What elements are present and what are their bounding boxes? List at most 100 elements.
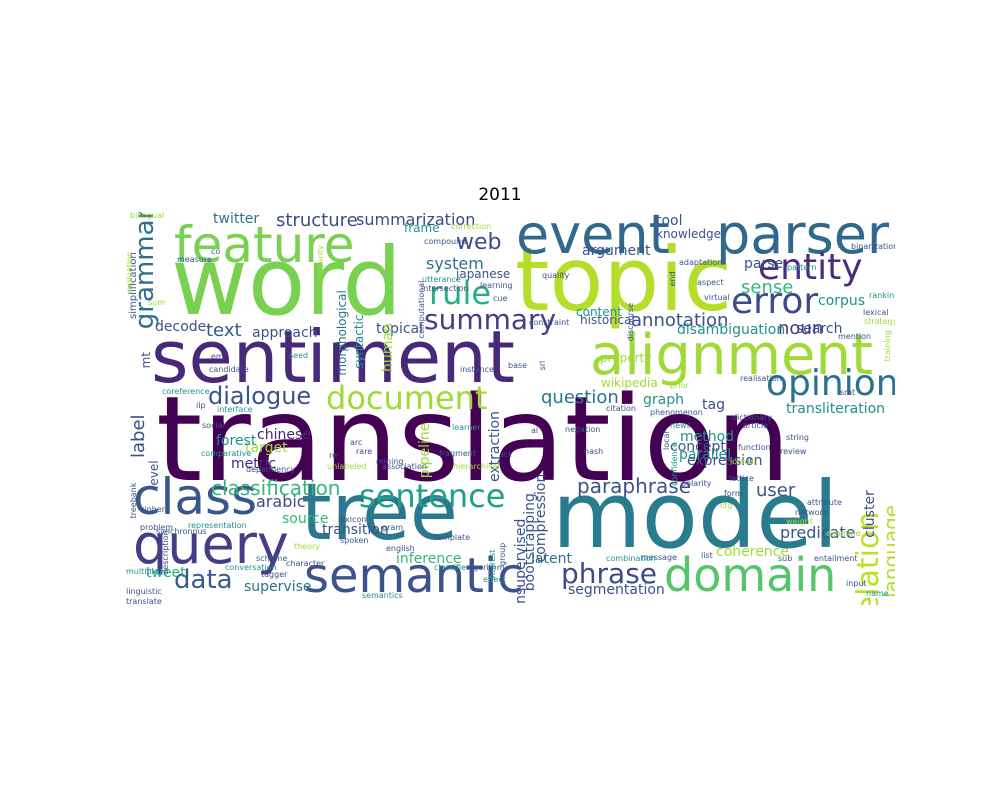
cloud-word-co: co xyxy=(211,247,221,256)
cloud-word-syntactic: syntactic xyxy=(352,314,366,369)
cloud-word-question: question xyxy=(541,387,619,408)
cloud-word-base: base xyxy=(508,361,528,370)
cloud-word-conversation: conversation xyxy=(225,563,277,572)
cloud-word-name: name xyxy=(866,589,889,598)
cloud-word-weight: weight xyxy=(786,517,813,526)
cloud-word-description: description xyxy=(161,530,170,575)
cloud-word-lexical: lexical xyxy=(863,308,889,317)
cloud-word-review: review xyxy=(780,447,807,456)
cloud-word-seed: seed xyxy=(289,351,309,360)
cloud-word-re: re xyxy=(329,451,338,460)
cloud-word-synchronous: synchronous xyxy=(156,527,207,536)
cloud-word-arc: arc xyxy=(350,438,363,447)
cloud-word-method: method xyxy=(680,429,735,445)
cloud-word-wikipedia: wikipedia xyxy=(601,376,658,390)
cloud-word-unsupervised: unsupervised xyxy=(513,518,529,605)
cloud-word-translation: translation xyxy=(156,370,791,508)
cloud-word-al: al xyxy=(531,426,539,435)
cloud-word-parser: parser xyxy=(716,212,890,266)
cloud-word-sentiment: sentiment xyxy=(151,315,515,399)
cloud-word-entity: entity xyxy=(758,247,863,288)
cloud-word-negation: negation xyxy=(565,425,601,434)
cloud-word-model: model xyxy=(552,462,839,569)
cloud-word-scheme: scheme xyxy=(256,554,288,563)
cloud-word-disambiguation: disambiguation xyxy=(677,322,786,338)
cloud-word-act: act xyxy=(499,450,512,459)
cloud-word-tag: tag xyxy=(702,397,725,413)
cloud-word-tagger: tagger xyxy=(261,570,288,579)
cloud-word-string: string xyxy=(786,433,809,442)
cloud-word-sense: sense xyxy=(741,277,794,298)
cloud-word-parallel: parallel xyxy=(679,447,732,463)
cloud-word-association: association xyxy=(382,462,427,471)
cloud-word-effect: effect xyxy=(483,575,506,584)
cloud-word-feature: feature xyxy=(174,216,355,274)
cloud-word-tool: tool xyxy=(656,213,683,229)
cloud-word-bilingual: bilingual xyxy=(130,212,165,220)
cloud-word-representation: representation xyxy=(188,521,247,530)
cloud-word-logical: logical xyxy=(730,457,756,466)
cloud-word-topical: topical xyxy=(376,321,423,337)
cloud-word-topic: topic xyxy=(515,228,733,331)
cloud-word-chinese: chinese xyxy=(257,427,311,443)
cloud-word-dependency: dependency xyxy=(246,465,296,474)
cloud-word-coreference: coreference xyxy=(162,387,210,396)
cloud-word-theory: theory xyxy=(294,542,321,551)
cloud-word-summary: summary xyxy=(424,303,557,336)
cloud-word-entailment: entailment xyxy=(814,554,858,563)
cloud-word-target: target xyxy=(245,440,288,456)
cloud-word-alignment: alignment xyxy=(590,323,873,388)
cloud-word-corpus: corpus xyxy=(818,293,866,309)
cloud-word-network: network xyxy=(795,508,828,517)
cloud-word-tweet: tweet xyxy=(146,565,186,581)
cloud-word-twitter: twitter xyxy=(213,212,260,227)
cloud-word-comparative: comparative xyxy=(201,449,252,458)
cloud-word-intersection: intersection xyxy=(421,284,469,293)
word-cloud: translation model word topic tree sentiment al… xyxy=(126,212,895,605)
cloud-word-forest: forest xyxy=(216,433,257,449)
cloud-word-group: group xyxy=(498,542,507,566)
cloud-word-rare: rare xyxy=(356,447,373,456)
cloud-word-lexicon: lexicon xyxy=(338,515,367,524)
cloud-word-combination: combination xyxy=(606,554,656,563)
cloud-word-citation: citation xyxy=(606,404,636,413)
cloud-word-end: end xyxy=(668,271,677,287)
cloud-word-noun: noun xyxy=(778,318,824,339)
cloud-word-decode: decode xyxy=(155,319,207,335)
cloud-word-knowledge: knowledge xyxy=(656,227,722,241)
cloud-word-opinion: opinion xyxy=(766,363,895,404)
cloud-word-semantic: semantic xyxy=(304,548,524,604)
cloud-word-input: input xyxy=(846,579,867,588)
cloud-word-source: source xyxy=(282,511,329,527)
cloud-word-property: property xyxy=(600,351,652,365)
cloud-word-historical: historical xyxy=(580,313,635,327)
cloud-word-label: label xyxy=(128,414,149,458)
cloud-word-japanese: japanese xyxy=(456,267,511,281)
cloud-word-hierarchical: hierarchical xyxy=(453,462,500,471)
cloud-word-instance: instance xyxy=(460,365,494,374)
cloud-word-content: content xyxy=(576,305,622,319)
cloud-word-quality: quality xyxy=(542,271,570,280)
cloud-word-treebank: treebank xyxy=(129,482,138,519)
cloud-word-sum: sum xyxy=(148,298,166,307)
cloud-word-list: list xyxy=(701,551,713,560)
cloud-word-evaluation: evaluation xyxy=(126,251,134,294)
cloud-word-compound: compound xyxy=(424,237,467,246)
cloud-word-adaptation: adaptation xyxy=(679,258,723,267)
cloud-word-human: human xyxy=(380,323,396,372)
cloud-word-utterance: utterance xyxy=(422,275,461,284)
cloud-word-smt: smt xyxy=(840,388,856,397)
cloud-word-paraphrase: paraphrase xyxy=(577,474,692,498)
cloud-word-ilp: ilp xyxy=(196,401,206,410)
cloud-word-parse: parse xyxy=(744,256,784,272)
cloud-word-web: web xyxy=(456,230,502,255)
cloud-word-sub: sub xyxy=(778,554,793,563)
cloud-word-class: class xyxy=(133,468,258,526)
cloud-word-compression: compression xyxy=(533,473,549,563)
cloud-word-error: error xyxy=(731,281,819,322)
cloud-word-argument: argument xyxy=(582,243,651,259)
cloud-word-measure: measure xyxy=(177,255,212,264)
cloud-word-social: social xyxy=(202,421,225,430)
cloud-word-learning: learning xyxy=(480,281,513,290)
cloud-word-correction: correction xyxy=(451,222,492,231)
